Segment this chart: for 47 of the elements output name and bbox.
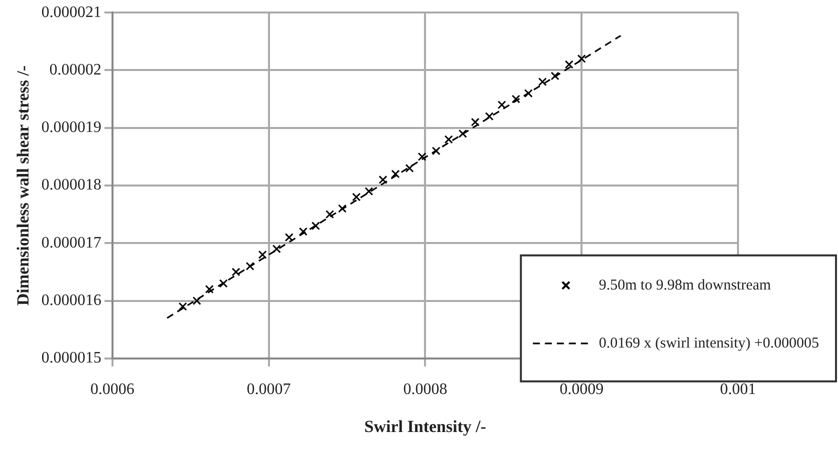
point <box>577 54 586 63</box>
point <box>205 284 214 294</box>
point <box>352 192 361 202</box>
point <box>391 170 400 178</box>
point <box>470 118 480 126</box>
y-tick-label: 0.000016 <box>41 292 102 309</box>
x-tick-label: 0.0008 <box>403 381 448 398</box>
y-tick-label: 0.000019 <box>41 119 102 136</box>
point <box>232 268 240 276</box>
y-tick-label: 0.000018 <box>41 176 102 194</box>
point <box>512 94 520 104</box>
point <box>564 60 574 69</box>
point <box>485 112 494 121</box>
point <box>405 164 414 172</box>
x-axis-title: Swirl Intensity /- <box>364 417 486 436</box>
point <box>246 262 254 270</box>
point <box>298 227 308 236</box>
point <box>219 279 228 288</box>
y-tick-label: 0.00002 <box>49 61 102 78</box>
point <box>326 210 334 219</box>
point <box>550 72 560 80</box>
y-tick-label: 0.000021 <box>41 4 102 21</box>
point <box>432 146 440 156</box>
x-tick-label: 0.001 <box>720 381 756 398</box>
point <box>458 129 468 138</box>
point <box>311 222 320 230</box>
legend-label: 9.50m to 9.98m downstream <box>598 277 772 294</box>
point <box>258 250 267 259</box>
point <box>338 204 347 213</box>
point <box>538 77 547 86</box>
point <box>524 89 533 98</box>
point <box>418 152 426 161</box>
x-tick-label: 0.0009 <box>560 381 604 398</box>
point <box>378 175 388 184</box>
point <box>444 135 453 144</box>
point <box>498 100 506 110</box>
point <box>192 296 202 306</box>
x-tick-label: 0.0006 <box>90 381 134 398</box>
y-tick-label: 0.000017 <box>41 234 102 252</box>
point <box>272 244 281 254</box>
x-tick-label: 0.0007 <box>246 381 291 398</box>
point <box>178 302 188 311</box>
y-tick-label: 0.000015 <box>41 350 102 367</box>
point <box>364 186 374 196</box>
y-axis-title: Dimensionless wall shear stress /- <box>14 65 33 306</box>
point <box>284 233 294 242</box>
legend-label: 0.0169 x (swirl intensity) +0.000005 <box>598 335 820 352</box>
